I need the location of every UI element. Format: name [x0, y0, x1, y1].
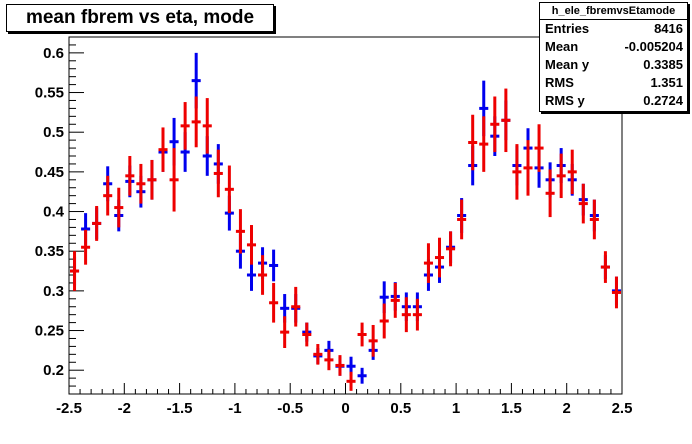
chart-title: mean fbrem vs eta, mode — [6, 4, 274, 32]
data-point — [412, 298, 422, 331]
y-tick-label: 0.25 — [35, 323, 64, 340]
stats-row-entries: Entries 8416 — [540, 20, 687, 38]
data-point — [479, 116, 489, 172]
stats-row-mean: Mean -0.005204 — [540, 38, 687, 56]
x-tick-label: 2 — [563, 400, 571, 417]
data-point — [379, 303, 389, 339]
y-tick-label: 0.4 — [43, 204, 65, 221]
data-point — [258, 255, 268, 295]
data-point — [423, 243, 433, 283]
series-2 — [70, 88, 621, 391]
data-point — [434, 237, 445, 278]
data-point — [147, 159, 157, 200]
data-point — [136, 163, 146, 204]
y-tick-label: 0.55 — [35, 85, 64, 102]
data-point — [534, 124, 544, 172]
data-point — [446, 231, 456, 267]
data-point — [280, 316, 290, 348]
x-tick-label: -2.5 — [56, 400, 82, 417]
stats-row-mean-y: Mean y 0.3385 — [540, 56, 687, 74]
data-point — [125, 156, 135, 196]
data-point — [103, 175, 113, 216]
data-point — [578, 183, 588, 224]
data-point — [589, 199, 599, 240]
data-point — [158, 127, 168, 172]
data-point — [92, 205, 102, 241]
data-point — [556, 153, 566, 199]
data-point — [523, 140, 533, 196]
stats-label: Entries — [545, 21, 590, 36]
x-tick-label: 0 — [341, 400, 349, 417]
stats-row-rms: RMS 1.351 — [540, 74, 687, 92]
data-point — [368, 324, 378, 357]
y-tick-label: 0.5 — [43, 124, 64, 141]
data-point — [545, 169, 555, 218]
data-point — [490, 96, 500, 153]
x-tick-label: 2.5 — [612, 400, 633, 417]
y-tick-label: 0.6 — [43, 45, 64, 62]
data-point — [180, 102, 190, 150]
data-point — [401, 297, 411, 333]
data-point — [224, 165, 234, 214]
data-point — [324, 349, 334, 371]
data-point — [346, 371, 356, 391]
stats-value: 0.3385 — [643, 57, 683, 72]
stats-value: -0.005204 — [624, 39, 683, 54]
data-point — [302, 322, 312, 347]
data-point — [191, 96, 201, 148]
stats-label: RMS y — [545, 93, 585, 108]
data-point — [169, 148, 179, 212]
data-point — [357, 322, 367, 347]
data-point — [512, 144, 522, 200]
data-point — [390, 282, 400, 318]
x-tick-label: 1 — [452, 400, 460, 417]
data-point — [335, 355, 345, 376]
stats-value: 1.351 — [650, 75, 683, 90]
stats-label: Mean — [545, 39, 579, 54]
data-point — [235, 209, 245, 254]
y-tick-label: 0.45 — [35, 164, 64, 181]
y-tick-label: 0.35 — [35, 243, 64, 260]
data-point — [246, 225, 257, 265]
data-point — [291, 286, 301, 327]
stats-box: h_ele_fbremvsEtamode Entries 8416 Mean -… — [539, 2, 688, 112]
data-point — [202, 98, 212, 154]
stats-label: Mean y — [545, 57, 590, 72]
data-point — [501, 88, 511, 153]
stats-label: RMS — [545, 75, 574, 90]
x-tick-label: -0.5 — [277, 400, 303, 417]
data-point — [313, 344, 323, 365]
series-layer — [70, 52, 621, 391]
data-point — [213, 149, 223, 198]
data-point — [269, 249, 279, 282]
data-point — [269, 282, 279, 323]
data-point — [114, 187, 124, 228]
data-point — [600, 251, 610, 283]
data-point — [81, 229, 91, 265]
y-tick-label: 0.2 — [43, 362, 64, 379]
stats-value: 0.2724 — [643, 93, 683, 108]
x-tick-label: -1.5 — [167, 400, 193, 417]
y-tick-label: 0.3 — [43, 283, 64, 300]
stats-row-rms-y: RMS y 0.2724 — [540, 92, 687, 110]
data-point — [468, 114, 478, 171]
x-tick-label: -2 — [118, 400, 131, 417]
data-point — [357, 367, 367, 384]
axes: -2.5 -2 -1.5 -1 -0.5 0 0.5 1 1.5 2 2.5 0.2 0.25 0.3 0.… — [35, 36, 633, 417]
data-point — [567, 149, 577, 195]
data-point — [611, 276, 621, 309]
x-tick-label: -1 — [228, 400, 241, 417]
stats-value: 8416 — [654, 21, 683, 36]
x-tick-label: 0.5 — [390, 400, 411, 417]
x-tick-label: 1.5 — [501, 400, 522, 417]
data-point — [70, 251, 80, 291]
data-point — [457, 199, 467, 240]
stats-histogram-name: h_ele_fbremvsEtamode — [540, 3, 687, 20]
